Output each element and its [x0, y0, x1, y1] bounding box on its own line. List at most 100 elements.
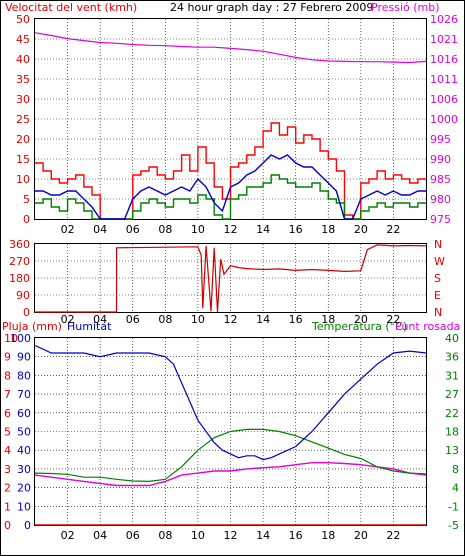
humidity-y-tick: 90	[17, 351, 31, 364]
wind-direction-line	[35, 244, 427, 313]
x-tick-label: 18	[321, 313, 335, 326]
x-tick-label: 18	[321, 223, 335, 236]
temperature-axis-title: Temperatura (°C)	[311, 320, 407, 333]
wind-y-tick: 0	[23, 213, 30, 226]
direction-y-tick: 270	[9, 255, 30, 268]
temperature-y-tick: 40	[445, 332, 459, 345]
compass-tick: S	[434, 272, 441, 285]
x-tick-label: 10	[191, 223, 205, 236]
humidity-y-tick: 50	[17, 426, 31, 439]
pressure-y-tick: 990	[430, 153, 451, 166]
rain-y-tick: 1	[4, 500, 11, 513]
graph-day-title: 24 hour graph day : 27 Febrero 2009	[170, 1, 373, 14]
temperature-y-tick: -5	[448, 519, 459, 532]
compass-tick: N	[434, 306, 442, 319]
pressure-y-tick: 980	[430, 193, 451, 206]
rain-y-tick: 8	[4, 369, 11, 382]
x-tick-label: 04	[93, 223, 107, 236]
x-tick-label: 12	[224, 223, 238, 236]
wind-y-tick: 15	[16, 153, 30, 166]
pressure-y-tick: 1000	[430, 113, 458, 126]
pressure-y-tick: 975	[430, 213, 451, 226]
rain-y-tick: 7	[4, 388, 11, 401]
wind-y-tick: 50	[16, 13, 30, 26]
x-tick-label: 16	[289, 223, 303, 236]
x-tick-label: 06	[126, 529, 140, 542]
temperature-y-tick: 22	[445, 407, 459, 420]
rain-y-tick: 9	[4, 351, 11, 364]
x-tick-label: 14	[256, 313, 270, 326]
rain-y-tick: 2	[4, 482, 11, 495]
rain-axis-title: Pluja (mm)	[2, 320, 62, 333]
rain-y-tick: 0	[4, 519, 11, 532]
x-tick-label: 06	[126, 313, 140, 326]
wind-y-tick: 45	[16, 33, 30, 46]
direction-y-tick: 180	[9, 272, 30, 285]
x-tick-label: 16	[289, 529, 303, 542]
wind-y-tick: 20	[16, 133, 30, 146]
dewpoint-line	[34, 462, 427, 487]
direction-y-tick: 0	[23, 306, 30, 319]
direction-y-tick: 90	[16, 289, 30, 302]
temperature-y-tick: 36	[445, 351, 459, 364]
temperature-y-tick: 27	[445, 388, 459, 401]
x-tick-label: 22	[386, 529, 400, 542]
pressure-axis-title: Pressió (mb)	[371, 1, 440, 14]
x-tick-label: 08	[158, 313, 172, 326]
wind-y-tick: 35	[16, 73, 30, 86]
wind-y-tick: 30	[16, 93, 30, 106]
wind-y-tick: 25	[16, 113, 30, 126]
x-tick-label: 18	[321, 529, 335, 542]
x-tick-label: 12	[224, 529, 238, 542]
wind-y-tick: 5	[23, 193, 30, 206]
x-tick-label: 12	[224, 313, 238, 326]
humidity-y-tick: 30	[17, 463, 31, 476]
pressure-y-tick: 995	[430, 133, 451, 146]
temperature-y-tick: 4	[452, 482, 459, 495]
temperature-y-tick: -1	[448, 500, 459, 513]
temperature-y-tick: 13	[445, 444, 459, 457]
wind-axis-title: Velocitat del vent (kmh)	[5, 1, 137, 14]
pressure-y-tick: 1026	[430, 13, 458, 26]
temperature-y-tick: 8	[452, 463, 459, 476]
rain-y-tick: 6	[4, 407, 11, 420]
x-tick-label: 04	[93, 529, 107, 542]
wind-gust-line	[35, 122, 426, 220]
x-tick-label: 20	[354, 529, 368, 542]
x-tick-label: 04	[93, 313, 107, 326]
temperature-line	[34, 428, 427, 483]
humidity-axis-title: Humitat	[67, 320, 112, 333]
humidity-y-tick: 10	[17, 500, 31, 513]
x-tick-label: 20	[354, 223, 368, 236]
pressure-y-tick: 1006	[430, 93, 458, 106]
x-tick-label: 08	[158, 529, 172, 542]
rain-y-tick: 5	[4, 426, 11, 439]
humidity-y-tick: 40	[17, 444, 31, 457]
wind-y-tick: 10	[16, 173, 30, 186]
x-tick-label: 02	[61, 223, 75, 236]
series-layer	[34, 32, 427, 526]
humidity-line	[34, 344, 427, 461]
x-tick-label: 10	[191, 313, 205, 326]
x-tick-label: 02	[61, 313, 75, 326]
x-tick-label: 16	[289, 313, 303, 326]
x-tick-label: 02	[61, 529, 75, 542]
humidity-y-tick: 70	[17, 388, 31, 401]
humidity-y-tick: 100	[10, 332, 31, 345]
wind-y-tick: 40	[16, 53, 30, 66]
x-tick-label: 14	[256, 529, 270, 542]
humidity-y-tick: 60	[17, 407, 31, 420]
x-tick-label: 22	[386, 223, 400, 236]
x-tick-label: 20	[354, 313, 368, 326]
dewpoint-axis-title: Punt rosada	[395, 320, 460, 333]
wind-min-line	[35, 174, 426, 220]
rain-y-tick: 3	[4, 463, 11, 476]
humidity-y-tick: 80	[17, 369, 31, 382]
compass-tick: N	[434, 238, 442, 251]
humidity-y-tick: 20	[17, 482, 31, 495]
humidity-y-tick: 0	[24, 519, 31, 532]
direction-y-tick: 360	[9, 238, 30, 251]
rain-y-tick: 10	[4, 332, 18, 345]
